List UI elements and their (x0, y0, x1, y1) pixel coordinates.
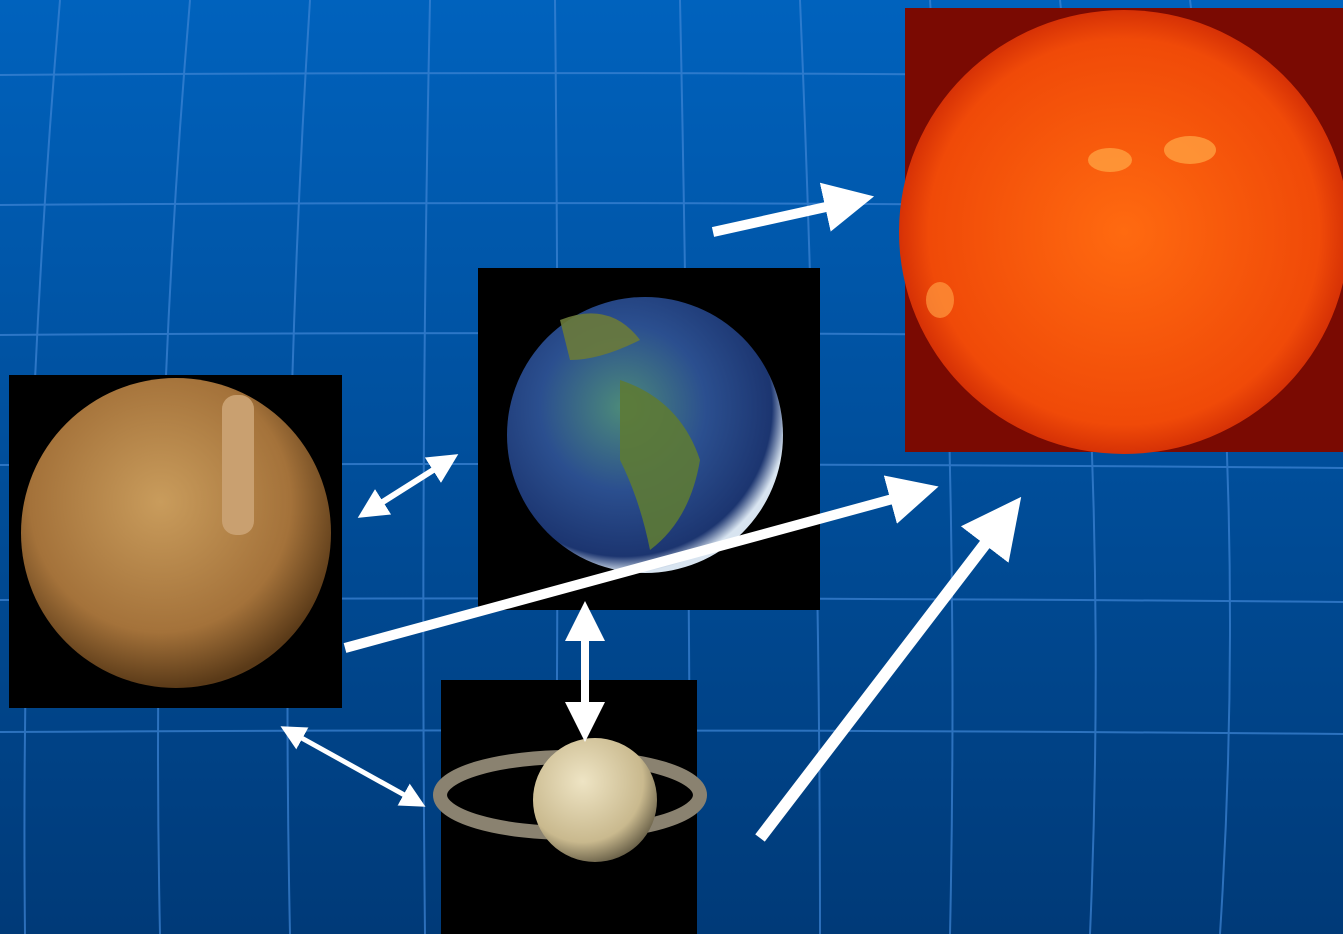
mercury-image (9, 375, 342, 708)
sun (899, 10, 1343, 454)
sun-spot (926, 282, 954, 318)
sun-image (899, 8, 1343, 454)
sun-spot (1088, 148, 1132, 172)
sun-spot (1164, 136, 1216, 164)
saturn (533, 738, 657, 862)
continent (620, 380, 700, 550)
double-arrow (280, 726, 426, 807)
arrows (280, 182, 1022, 842)
earth-image (478, 268, 820, 610)
continent (560, 313, 640, 360)
mercury (21, 378, 331, 688)
double-arrow (357, 454, 459, 518)
saturn-image (433, 680, 707, 934)
arrow (343, 475, 939, 653)
arrow (711, 182, 875, 237)
mercury-band (222, 395, 254, 535)
arrow (755, 496, 1022, 842)
